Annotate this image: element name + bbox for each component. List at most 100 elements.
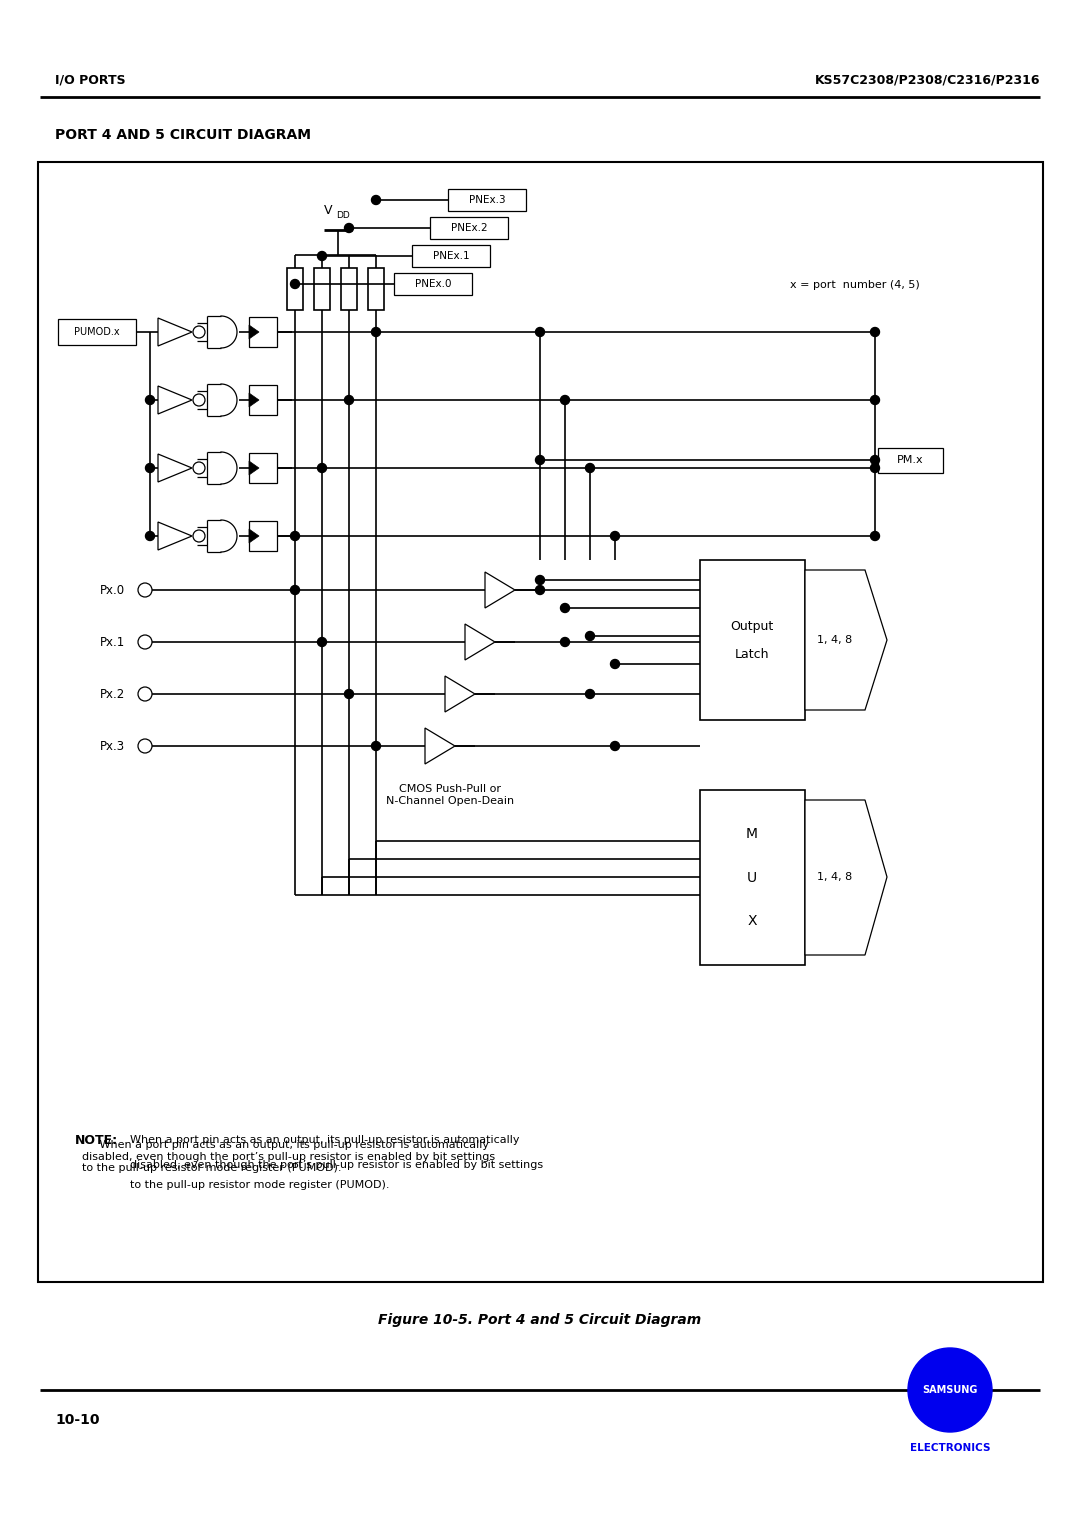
Circle shape bbox=[372, 741, 380, 750]
Circle shape bbox=[870, 463, 879, 472]
Circle shape bbox=[536, 576, 544, 585]
Text: PNEx.0: PNEx.0 bbox=[415, 280, 451, 289]
Circle shape bbox=[610, 741, 620, 750]
Bar bbox=[249, 316, 276, 347]
Text: Latch: Latch bbox=[734, 648, 769, 660]
Polygon shape bbox=[485, 571, 515, 608]
Bar bbox=[411, 244, 490, 267]
Circle shape bbox=[193, 530, 205, 542]
Text: Px.2: Px.2 bbox=[100, 688, 125, 700]
Polygon shape bbox=[158, 318, 192, 345]
Circle shape bbox=[870, 455, 879, 465]
Circle shape bbox=[870, 532, 879, 541]
Text: disabled, even though the port’s pull-up resistor is enabled by bit settings: disabled, even though the port’s pull-up… bbox=[130, 1160, 543, 1170]
Text: I/O PORTS: I/O PORTS bbox=[55, 73, 125, 87]
Text: Output: Output bbox=[730, 619, 773, 633]
Circle shape bbox=[146, 532, 154, 541]
Circle shape bbox=[561, 637, 569, 646]
Circle shape bbox=[138, 740, 152, 753]
Text: When a port pin acts as an output, its pull-up resistor is automatically
  disab: When a port pin acts as an output, its p… bbox=[75, 1140, 495, 1174]
Circle shape bbox=[585, 463, 594, 472]
Bar bbox=[314, 267, 330, 310]
Bar bbox=[341, 267, 357, 310]
Text: PUMOD.x: PUMOD.x bbox=[75, 327, 120, 338]
Text: PNEx.3: PNEx.3 bbox=[469, 196, 505, 205]
Bar bbox=[700, 790, 805, 966]
Circle shape bbox=[372, 327, 380, 336]
Bar bbox=[38, 162, 1043, 1282]
Bar bbox=[249, 521, 276, 552]
Bar bbox=[394, 274, 472, 295]
Circle shape bbox=[561, 396, 569, 405]
Text: KS57C2308/P2308/C2316/P2316: KS57C2308/P2308/C2316/P2316 bbox=[814, 73, 1040, 87]
Circle shape bbox=[193, 461, 205, 474]
Bar bbox=[448, 189, 526, 211]
Text: DD: DD bbox=[336, 211, 350, 220]
Polygon shape bbox=[158, 387, 192, 414]
Bar bbox=[249, 385, 276, 416]
Circle shape bbox=[345, 396, 353, 405]
Circle shape bbox=[138, 688, 152, 701]
Bar bbox=[287, 267, 303, 310]
Text: U: U bbox=[747, 871, 757, 885]
Bar bbox=[368, 267, 384, 310]
Circle shape bbox=[536, 455, 544, 465]
Text: 10-10: 10-10 bbox=[55, 1413, 99, 1427]
Circle shape bbox=[318, 463, 326, 472]
Bar bbox=[58, 319, 136, 345]
Circle shape bbox=[291, 280, 299, 289]
Text: to the pull-up resistor mode register (PUMOD).: to the pull-up resistor mode register (P… bbox=[130, 1180, 390, 1190]
Text: SAMSUNG: SAMSUNG bbox=[922, 1384, 977, 1395]
Circle shape bbox=[585, 689, 594, 698]
Bar bbox=[700, 559, 805, 720]
Circle shape bbox=[610, 532, 620, 541]
Circle shape bbox=[138, 584, 152, 597]
Text: PNEx.2: PNEx.2 bbox=[450, 223, 487, 232]
Circle shape bbox=[146, 396, 154, 405]
Circle shape bbox=[870, 327, 879, 336]
Circle shape bbox=[146, 463, 154, 472]
Text: CMOS Push-Pull or
N-Channel Open-Deain: CMOS Push-Pull or N-Channel Open-Deain bbox=[386, 784, 514, 805]
Polygon shape bbox=[805, 570, 887, 711]
Circle shape bbox=[193, 325, 205, 338]
Circle shape bbox=[372, 196, 380, 205]
Text: Px.3: Px.3 bbox=[100, 740, 125, 752]
Polygon shape bbox=[465, 623, 495, 660]
Polygon shape bbox=[158, 454, 192, 481]
Polygon shape bbox=[158, 523, 192, 550]
Circle shape bbox=[291, 532, 299, 541]
Circle shape bbox=[561, 604, 569, 613]
Polygon shape bbox=[249, 325, 259, 339]
Bar bbox=[430, 217, 508, 238]
Text: PORT 4 AND 5 CIRCUIT DIAGRAM: PORT 4 AND 5 CIRCUIT DIAGRAM bbox=[55, 128, 311, 142]
Text: x = port  number (4, 5): x = port number (4, 5) bbox=[789, 280, 920, 290]
Bar bbox=[249, 452, 276, 483]
Polygon shape bbox=[249, 529, 259, 542]
Circle shape bbox=[870, 396, 879, 405]
Circle shape bbox=[193, 394, 205, 406]
Text: ELECTRONICS: ELECTRONICS bbox=[909, 1442, 990, 1453]
Text: M: M bbox=[746, 827, 758, 840]
Text: Px.1: Px.1 bbox=[100, 636, 125, 648]
Text: 1, 4, 8: 1, 4, 8 bbox=[818, 872, 852, 882]
Text: X: X bbox=[747, 914, 757, 927]
Polygon shape bbox=[445, 675, 475, 712]
Circle shape bbox=[345, 223, 353, 232]
Circle shape bbox=[318, 637, 326, 646]
Text: Figure 10-5. Port 4 and 5 Circuit Diagram: Figure 10-5. Port 4 and 5 Circuit Diagra… bbox=[378, 1313, 702, 1326]
Polygon shape bbox=[249, 461, 259, 475]
Circle shape bbox=[536, 327, 544, 336]
Circle shape bbox=[908, 1348, 993, 1432]
Text: NOTE:: NOTE: bbox=[75, 1134, 118, 1146]
Circle shape bbox=[345, 689, 353, 698]
Text: 1, 4, 8: 1, 4, 8 bbox=[818, 636, 852, 645]
Circle shape bbox=[585, 631, 594, 640]
Text: When a port pin acts as an output, its pull-up resistor is automatically: When a port pin acts as an output, its p… bbox=[130, 1135, 519, 1144]
Circle shape bbox=[610, 660, 620, 669]
Polygon shape bbox=[249, 393, 259, 406]
Circle shape bbox=[318, 252, 326, 260]
Text: V: V bbox=[324, 203, 333, 217]
Circle shape bbox=[138, 636, 152, 649]
Text: PM.x: PM.x bbox=[896, 455, 923, 465]
Polygon shape bbox=[805, 801, 887, 955]
